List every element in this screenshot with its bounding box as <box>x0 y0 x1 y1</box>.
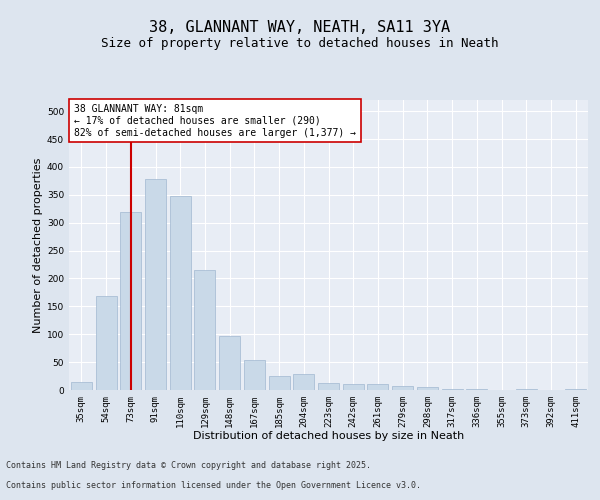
Text: 38 GLANNANT WAY: 81sqm
← 17% of detached houses are smaller (290)
82% of semi-de: 38 GLANNANT WAY: 81sqm ← 17% of detached… <box>74 104 356 138</box>
Bar <box>318 383 339 390</box>
Bar <box>392 386 413 390</box>
Bar <box>343 384 364 390</box>
Bar <box>367 384 388 390</box>
Bar <box>95 296 116 390</box>
Bar <box>244 360 265 390</box>
Bar <box>442 389 463 390</box>
X-axis label: Distribution of detached houses by size in Neath: Distribution of detached houses by size … <box>193 432 464 442</box>
Bar <box>120 212 141 390</box>
Bar <box>293 374 314 390</box>
Text: Contains public sector information licensed under the Open Government Licence v3: Contains public sector information licen… <box>6 481 421 490</box>
Bar <box>194 270 215 390</box>
Bar <box>269 376 290 390</box>
Bar <box>219 336 240 390</box>
Text: Contains HM Land Registry data © Crown copyright and database right 2025.: Contains HM Land Registry data © Crown c… <box>6 461 371 470</box>
Text: 38, GLANNANT WAY, NEATH, SA11 3YA: 38, GLANNANT WAY, NEATH, SA11 3YA <box>149 20 451 35</box>
Bar <box>145 179 166 390</box>
Bar <box>170 196 191 390</box>
Text: Size of property relative to detached houses in Neath: Size of property relative to detached ho… <box>101 38 499 51</box>
Bar <box>417 387 438 390</box>
Bar <box>71 382 92 390</box>
Y-axis label: Number of detached properties: Number of detached properties <box>33 158 43 332</box>
